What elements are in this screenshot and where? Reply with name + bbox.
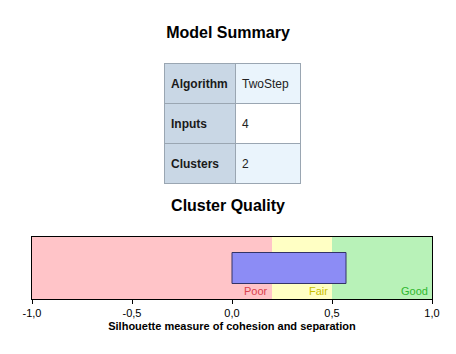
html-text:Algorithm: Algorithm	[171, 76, 228, 91]
svg-text:1,0: 1,0	[424, 307, 439, 319]
html-text:2: 2	[242, 156, 249, 171]
svg-text:-1,0: -1,0	[23, 307, 42, 319]
svg-text:Good: Good	[401, 285, 428, 297]
svg-text:Poor: Poor	[244, 285, 268, 297]
svg-text:Fair: Fair	[309, 285, 328, 297]
svg-text:Cluster Quality: Cluster Quality	[171, 197, 285, 214]
html-text:Model Summary: Model Summary	[166, 24, 290, 41]
html-text:TwoStep: TwoStep	[242, 76, 289, 91]
svg-text:0,0: 0,0	[224, 307, 239, 319]
svg-text:-0,5: -0,5	[123, 307, 142, 319]
svg-text:0,5: 0,5	[324, 307, 339, 319]
svg-text:Silhouette measure of cohesion: Silhouette measure of cohesion and separ…	[108, 320, 356, 332]
html-text:Clusters: Clusters	[171, 156, 219, 171]
html-text:4: 4	[242, 116, 249, 131]
html-text:Inputs: Inputs	[171, 116, 207, 131]
